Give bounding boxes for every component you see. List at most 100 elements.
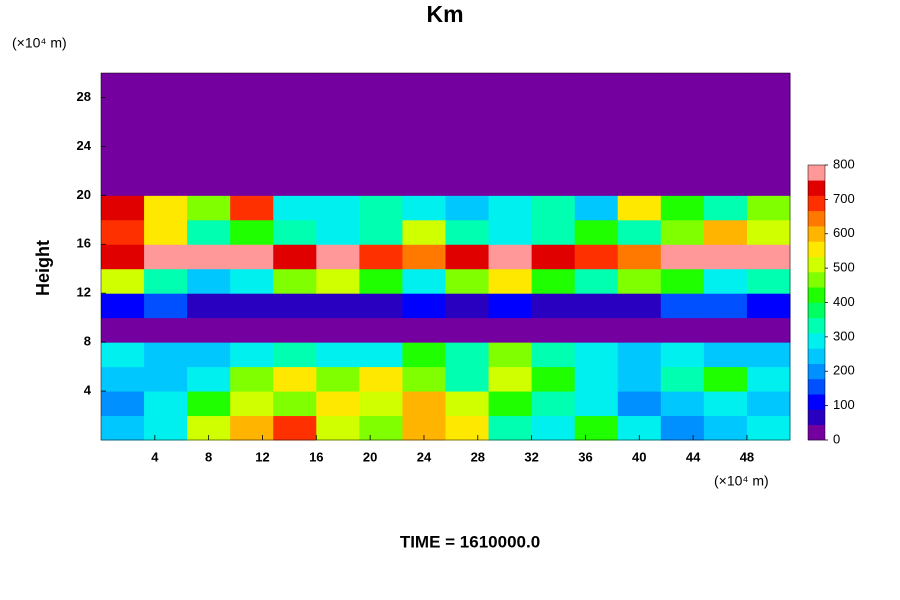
heat-cell: [574, 415, 619, 441]
heat-cell: [187, 97, 231, 123]
heat-cell: [230, 268, 274, 294]
heat-cell: [746, 391, 791, 417]
heat-cell: [187, 342, 231, 368]
heat-cell: [230, 415, 274, 441]
colorbar-swatch: [808, 317, 825, 334]
heat-cell: [402, 146, 446, 172]
heat-cell: [660, 293, 705, 319]
colorbar-tick-label: 100: [833, 397, 855, 412]
heat-cell: [273, 317, 317, 343]
heat-cell: [101, 317, 145, 343]
heat-cell: [746, 97, 791, 123]
heat-cell: [574, 195, 619, 221]
heat-cell: [660, 170, 705, 196]
heat-cell: [746, 317, 791, 343]
heat-cell: [359, 146, 403, 172]
heat-cell: [531, 170, 576, 196]
heat-cell: [144, 244, 188, 270]
x-tick-label: 36: [578, 449, 592, 464]
heat-cell: [359, 219, 403, 245]
heat-cell: [273, 121, 317, 147]
colorbar-swatch: [808, 165, 825, 181]
heat-cell: [230, 195, 274, 221]
heat-cell: [488, 195, 533, 221]
colorbar-tick-label: 700: [833, 191, 855, 206]
heat-cell: [316, 293, 360, 319]
heat-cell: [402, 317, 446, 343]
heat-cell: [316, 121, 360, 147]
heat-cell: [703, 366, 748, 392]
heat-cell: [574, 366, 619, 392]
heat-cell: [187, 268, 231, 294]
heat-cell: [574, 317, 619, 343]
heat-cell: [445, 97, 490, 123]
heat-cell: [660, 121, 705, 147]
heat-cell: [230, 170, 274, 196]
heat-cell: [746, 342, 791, 368]
heat-cell: [316, 73, 360, 98]
heat-cell: [144, 342, 188, 368]
heat-cell: [531, 121, 576, 147]
heat-cell: [660, 317, 705, 343]
heat-cell: [531, 244, 576, 270]
heat-cell: [703, 244, 748, 270]
heat-cell: [101, 293, 145, 319]
heat-cell: [316, 195, 360, 221]
heat-cell: [359, 121, 403, 147]
heat-cell: [316, 391, 360, 417]
heat-cell: [703, 342, 748, 368]
heat-cell: [316, 146, 360, 172]
heat-cell: [445, 391, 490, 417]
colorbar-swatch: [808, 256, 825, 273]
heat-cell: [445, 219, 490, 245]
heat-cell: [445, 170, 490, 196]
heat-cell: [144, 195, 188, 221]
heat-cell: [660, 391, 705, 417]
heat-cell: [187, 170, 231, 196]
heat-cell: [101, 195, 145, 221]
heat-cell: [187, 391, 231, 417]
heat-cell: [230, 244, 274, 270]
heat-cell: [746, 195, 791, 221]
heat-cell: [746, 170, 791, 196]
heat-cell: [703, 317, 748, 343]
heat-cell: [660, 73, 705, 98]
heat-cell: [746, 244, 791, 270]
heat-cell: [230, 73, 274, 98]
heat-cell: [316, 268, 360, 294]
x-tick-label: 44: [686, 449, 701, 464]
heat-cell: [574, 170, 619, 196]
heat-cell: [531, 146, 576, 172]
heat-cell: [273, 170, 317, 196]
colorbar-tick-label: 300: [833, 328, 855, 343]
heat-cell: [660, 268, 705, 294]
heat-cell: [660, 244, 705, 270]
heat-cell: [187, 195, 231, 221]
heat-cell: [187, 73, 231, 98]
heat-cell: [531, 219, 576, 245]
x-tick-label: 40: [632, 449, 646, 464]
heat-cell: [402, 268, 446, 294]
heat-cell: [273, 219, 317, 245]
heat-cell: [101, 170, 145, 196]
heat-cell: [273, 73, 317, 98]
heat-cell: [703, 195, 748, 221]
x-unit: (×10⁴ m): [714, 473, 769, 489]
heat-cell: [316, 317, 360, 343]
heat-cell: [144, 293, 188, 319]
heat-cell: [316, 342, 360, 368]
heat-cell: [187, 121, 231, 147]
heat-cell: [144, 366, 188, 392]
heat-cell: [187, 366, 231, 392]
heat-cell: [488, 219, 533, 245]
heat-cell: [660, 97, 705, 123]
heat-cell: [230, 121, 274, 147]
heat-cell: [746, 121, 791, 147]
heat-cell: [187, 244, 231, 270]
heat-cell: [617, 121, 662, 147]
y-unit: (×10⁴ m): [12, 35, 67, 51]
heat-cell: [617, 293, 662, 319]
heat-cell: [359, 391, 403, 417]
heat-cell: [574, 97, 619, 123]
heat-cell: [445, 268, 490, 294]
